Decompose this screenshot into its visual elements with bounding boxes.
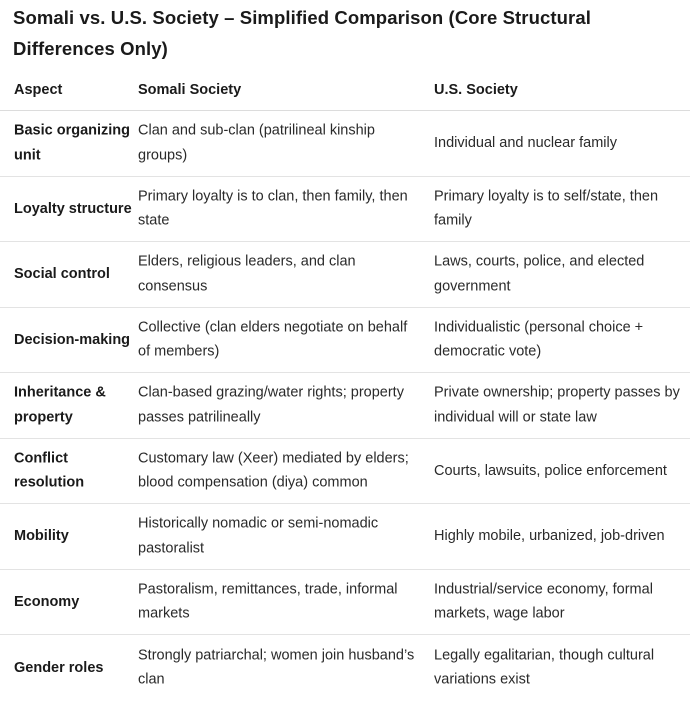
aspect-cell: Basic organizing unit [14, 122, 131, 164]
header-us-society: U.S. Society [434, 81, 518, 98]
us-cell: Individualistic (personal choice + democ… [434, 319, 644, 360]
table-row: Decision-making Collective (clan elders … [0, 308, 690, 373]
somali-cell: Customary law (Xeer) mediated by elders;… [138, 450, 409, 491]
somali-cell: Clan-based grazing/water rights; propert… [138, 384, 404, 426]
us-cell: Courts, lawsuits, police enforcement [434, 462, 667, 479]
us-cell: Individual and nuclear family [434, 135, 617, 151]
us-cell: Legally egalitarian, though cultural var… [434, 647, 655, 688]
us-cell: Industrial/service economy, formal marke… [434, 581, 653, 622]
aspect-cell: Gender roles [14, 659, 104, 676]
aspect-cell: Inheritance & property [14, 384, 106, 426]
somali-cell: Pastoralism, remittances, trade, informa… [138, 581, 398, 622]
us-cell: Private ownership; property passes by in… [434, 384, 680, 426]
table-row: Mobility Historically nomadic or semi-no… [0, 504, 690, 570]
table-row: Gender roles Strongly patriarchal; women… [0, 635, 690, 701]
somali-cell: Strongly patriarchal; women join husband… [138, 647, 415, 688]
us-cell: Highly mobile, urbanized, job-driven [434, 528, 665, 544]
table-row: Loyalty structure Primary loyalty is to … [0, 177, 690, 242]
header-somali-society: Somali Society [138, 81, 242, 98]
somali-cell: Clan and sub-clan (patrilineal kinship g… [138, 122, 375, 164]
table-row: Social control Elders, religious leaders… [0, 242, 690, 308]
aspect-cell: Mobility [14, 528, 69, 544]
somali-cell: Historically nomadic or semi-nomadic pas… [138, 515, 379, 557]
comparison-table: Aspect Somali Society U.S. Society Basic… [0, 70, 690, 701]
table-row: Economy Pastoralism, remittances, trade,… [0, 570, 690, 635]
table-header-row: Aspect Somali Society U.S. Society [0, 70, 690, 111]
somali-cell: Elders, religious leaders, and clan cons… [138, 253, 356, 295]
table-row: Inheritance & property Clan-based grazin… [0, 373, 690, 439]
table-row: Conflict resolution Customary law (Xeer)… [0, 439, 690, 504]
somali-cell: Collective (clan elders negotiate on beh… [138, 319, 408, 360]
table-row: Basic organizing unit Clan and sub-clan … [0, 111, 690, 177]
aspect-cell: Decision-making [14, 331, 131, 348]
aspect-cell: Loyalty structure [14, 200, 132, 217]
aspect-cell: Conflict resolution [14, 450, 85, 491]
page-title: Somali vs. U.S. Society – Simplified Com… [13, 7, 591, 59]
header-aspect: Aspect [14, 81, 63, 98]
aspect-cell: Economy [14, 593, 80, 610]
aspect-cell: Social control [14, 266, 110, 282]
us-cell: Primary loyalty is to self/state, then f… [434, 188, 659, 229]
somali-cell: Primary loyalty is to clan, then family,… [138, 188, 408, 229]
us-cell: Laws, courts, police, and elected govern… [434, 253, 645, 295]
